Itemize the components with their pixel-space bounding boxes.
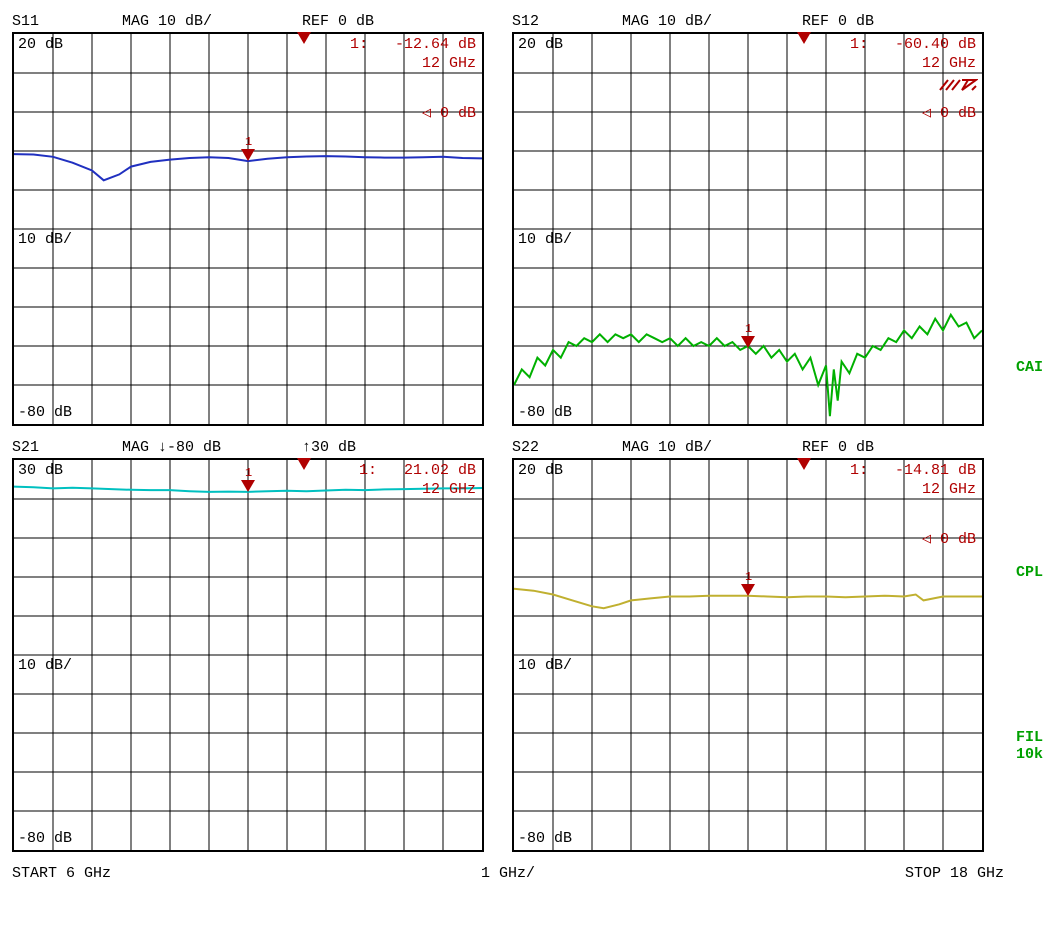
marker-top-icon: [297, 458, 311, 470]
ylabel-top: 30 dB: [18, 462, 63, 479]
cal-glyph-icon: [938, 76, 978, 94]
mag-s12: MAG 10 dB/: [622, 13, 802, 30]
ylabel-mid: 10 dB/: [518, 231, 572, 248]
side-cai: CAI: [1016, 360, 1043, 377]
title-s12: S12: [512, 13, 622, 30]
marker-readout: 1: -12.64 dB 12 GHz: [350, 36, 476, 74]
x-perdiv: 1 GHz/: [481, 865, 535, 882]
ref-label: ◁ 0 dB: [922, 103, 976, 122]
ref-s21: ↑30 dB: [302, 439, 356, 456]
plot-s12: 20 dB 10 dB/ -80 dB ◁ 0 dB 1: -60.40 dB 12 G…: [512, 32, 984, 426]
side-cpl: CPL: [1016, 565, 1043, 582]
title-s11: S11: [12, 13, 122, 30]
ref-s22: REF 0 dB: [802, 439, 874, 456]
side-fil: FIL 10k: [1016, 730, 1043, 763]
ref-s11: REF 0 dB: [302, 13, 374, 30]
x-axis-footer: START 6 GHz 1 GHz/ STOP 18 GHz: [10, 862, 1010, 882]
ylabel-mid: 10 dB/: [18, 657, 72, 674]
marker-number: 1: [245, 135, 252, 149]
panel-s11: S11 MAG 10 dB/ REF 0 dB 20 dB 10 dB/ -80 d…: [10, 10, 510, 426]
marker-readout: 1: 21.02 dB 12 GHz: [359, 462, 476, 500]
ylabel-top: 20 dB: [518, 36, 563, 53]
marker-number: 1: [745, 322, 752, 336]
title-s22: S22: [512, 439, 622, 456]
x-stop: STOP 18 GHz: [905, 865, 1004, 882]
x-start: START 6 GHz: [12, 865, 111, 882]
panel-s12: S12 MAG 10 dB/ REF 0 dB 20 dB 10 dB/ -80 d…: [510, 10, 1010, 426]
marker-readout: 1: -60.40 dB 12 GHz: [850, 36, 976, 74]
marker-number: 1: [245, 466, 252, 480]
plot-s11: 20 dB 10 dB/ -80 dB ◁ 0 dB 1: -12.64 dB 12 G…: [12, 32, 484, 426]
mag-s11: MAG 10 dB/: [122, 13, 302, 30]
marker-number: 1: [745, 570, 752, 584]
ylabel-mid: 10 dB/: [18, 231, 72, 248]
marker-trace-icon: [741, 336, 755, 348]
ylabel-mid: 10 dB/: [518, 657, 572, 674]
analyzer-grid: S11 MAG 10 dB/ REF 0 dB 20 dB 10 dB/ -80 d…: [10, 10, 1048, 882]
panel-s22: S22 MAG 10 dB/ REF 0 dB 20 dB 10 dB/ -80 d…: [510, 436, 1010, 852]
mag-s22: MAG 10 dB/: [622, 439, 802, 456]
marker-trace-icon: [741, 584, 755, 596]
ylabel-top: 20 dB: [518, 462, 563, 479]
marker-trace-icon: [241, 480, 255, 492]
ref-s12: REF 0 dB: [802, 13, 874, 30]
marker-readout: 1: -14.81 dB 12 GHz: [850, 462, 976, 500]
ylabel-bot: -80 dB: [518, 830, 572, 847]
marker-top-icon: [297, 32, 311, 44]
ref-label: ◁ 0 dB: [922, 529, 976, 548]
header-s21: S21 MAG ↓-80 dB ↑30 dB: [10, 436, 510, 458]
ylabel-bot: -80 dB: [18, 830, 72, 847]
ref-label: ◁ 0 dB: [422, 103, 476, 122]
plot-s22: 20 dB 10 dB/ -80 dB ◁ 0 dB 1: -14.81 dB 12 G…: [512, 458, 984, 852]
panel-s21: S21 MAG ↓-80 dB ↑30 dB 30 dB 10 dB/ -80 dB…: [10, 436, 510, 852]
marker-top-icon: [797, 458, 811, 470]
marker-top-icon: [797, 32, 811, 44]
ylabel-top: 20 dB: [18, 36, 63, 53]
header-s11: S11 MAG 10 dB/ REF 0 dB: [10, 10, 510, 32]
mag-s21: MAG ↓-80 dB: [122, 439, 302, 456]
header-s12: S12 MAG 10 dB/ REF 0 dB: [510, 10, 1010, 32]
ylabel-bot: -80 dB: [518, 404, 572, 421]
title-s21: S21: [12, 439, 122, 456]
header-s22: S22 MAG 10 dB/ REF 0 dB: [510, 436, 1010, 458]
marker-trace-icon: [241, 149, 255, 161]
ylabel-bot: -80 dB: [18, 404, 72, 421]
plot-s21: 30 dB 10 dB/ -80 dB 1: 21.02 dB 12 GHz 1: [12, 458, 484, 852]
